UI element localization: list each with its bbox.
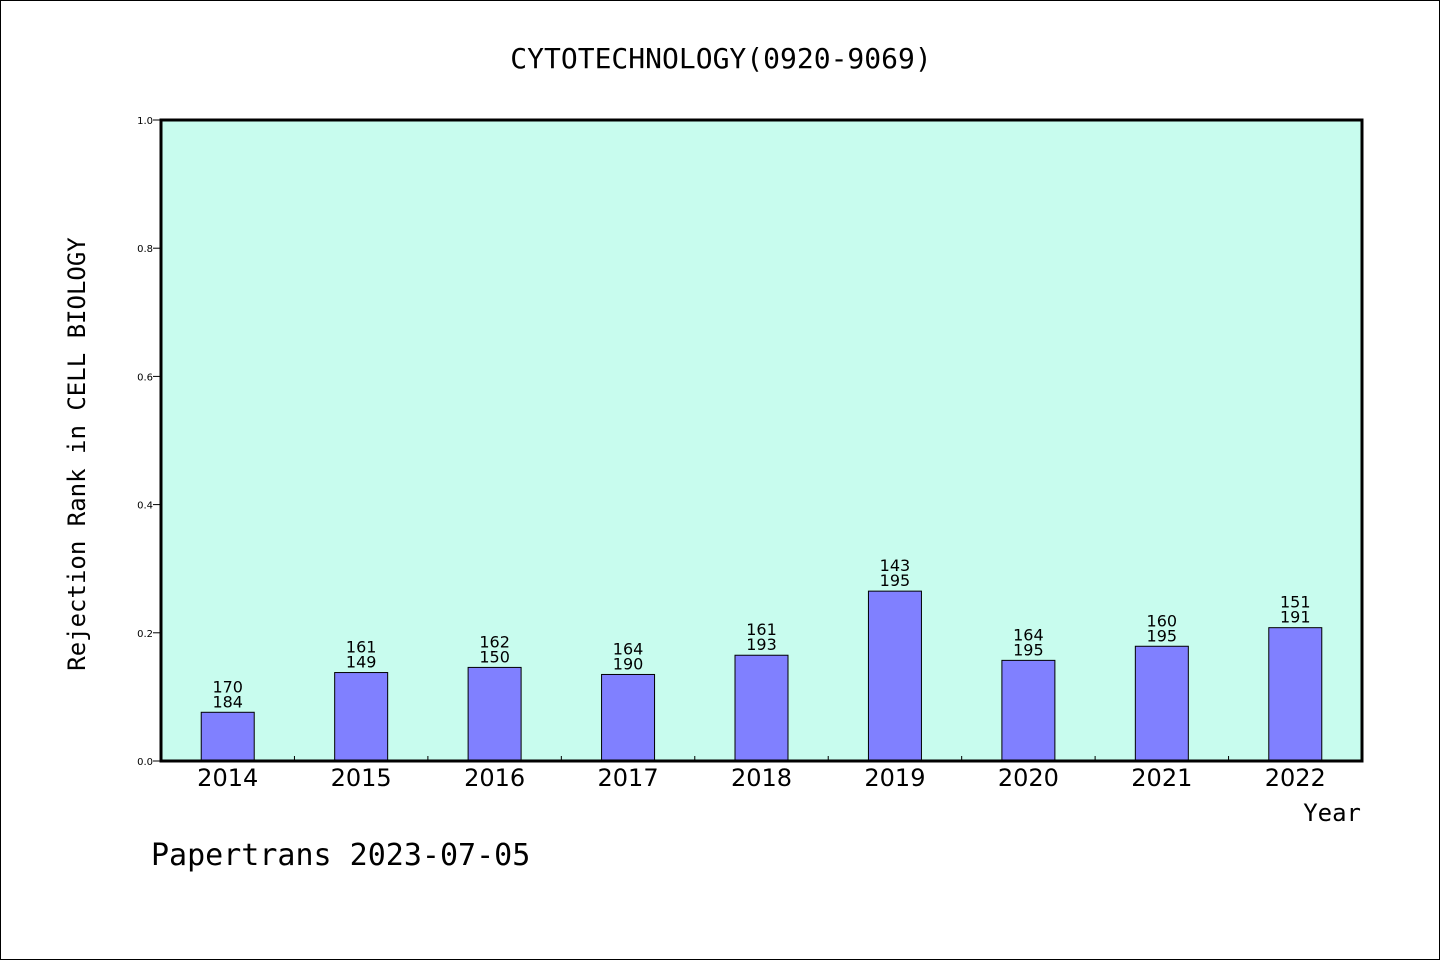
- x-tick-label: 2017: [598, 764, 659, 792]
- y-tick-label: 0.6: [137, 372, 153, 383]
- bar-label-top: 151: [1280, 593, 1311, 612]
- bar-label-top: 161: [746, 620, 777, 639]
- y-tick-label: 0.0: [137, 757, 153, 768]
- bar-2016: [467, 666, 522, 762]
- footer-credit: Papertrans 2023-07-05: [151, 838, 530, 873]
- x-tick-label: 2022: [1265, 764, 1326, 792]
- x-axis-label: Year: [1303, 799, 1361, 827]
- bar-2015: [334, 672, 389, 762]
- y-tick-label: 0.2: [137, 629, 153, 640]
- x-tick-label: 2021: [1131, 764, 1192, 792]
- x-tick-label: 2019: [864, 764, 925, 792]
- bar-label-top: 164: [613, 639, 644, 658]
- plot-border: [159, 118, 1364, 763]
- y-tick-label: 1.0: [137, 116, 153, 127]
- bar-label-bottom: 149: [346, 653, 377, 672]
- y-tick-label: 0.8: [137, 244, 153, 255]
- bar-label-top: 160: [1147, 611, 1178, 630]
- y-tick-label: 0.4: [137, 501, 153, 512]
- x-tick-label: 2020: [998, 764, 1059, 792]
- x-tick-label: 2018: [731, 764, 792, 792]
- y-axis-label: Rejection Rank in CELL BIOLOGY: [63, 237, 91, 671]
- bar-2020: [1001, 659, 1056, 762]
- bar-label-bottom: 193: [746, 635, 777, 654]
- bar-label-top: 170: [212, 677, 243, 696]
- bar-label-bottom: 191: [1280, 608, 1311, 627]
- bar-2014: [200, 711, 255, 762]
- bar-2019: [867, 590, 922, 762]
- y-axis: 0.0 0.2 0.4 0.6 0.8 1.0: [137, 116, 161, 768]
- x-tick-label: 2014: [197, 764, 258, 792]
- x-axis: 2014 2015 2016 2017 2018 2019 2020 2021 2022: [197, 756, 1326, 792]
- bar-label-bottom: 195: [880, 571, 911, 590]
- bar-label-bottom: 150: [479, 647, 510, 666]
- bar-label-top: 161: [346, 638, 377, 657]
- bar-label-bottom: 184: [212, 692, 243, 711]
- bar-label-bottom: 195: [1013, 640, 1044, 659]
- bar-label-top: 143: [880, 556, 911, 575]
- bar-2021: [1134, 645, 1189, 762]
- bar-label-top: 164: [1013, 625, 1044, 644]
- chart-title: CYTOTECHNOLOGY(0920-9069): [510, 42, 931, 75]
- bar-2017: [601, 673, 656, 762]
- x-tick-label: 2015: [331, 764, 392, 792]
- bar-2022: [1268, 627, 1323, 762]
- bar-label-bottom: 190: [613, 654, 644, 673]
- x-tick-label: 2016: [464, 764, 525, 792]
- bars: [200, 590, 1323, 762]
- bar-label-bottom: 195: [1147, 626, 1178, 645]
- bar-label-top: 162: [479, 632, 510, 651]
- bar-2018: [734, 654, 789, 762]
